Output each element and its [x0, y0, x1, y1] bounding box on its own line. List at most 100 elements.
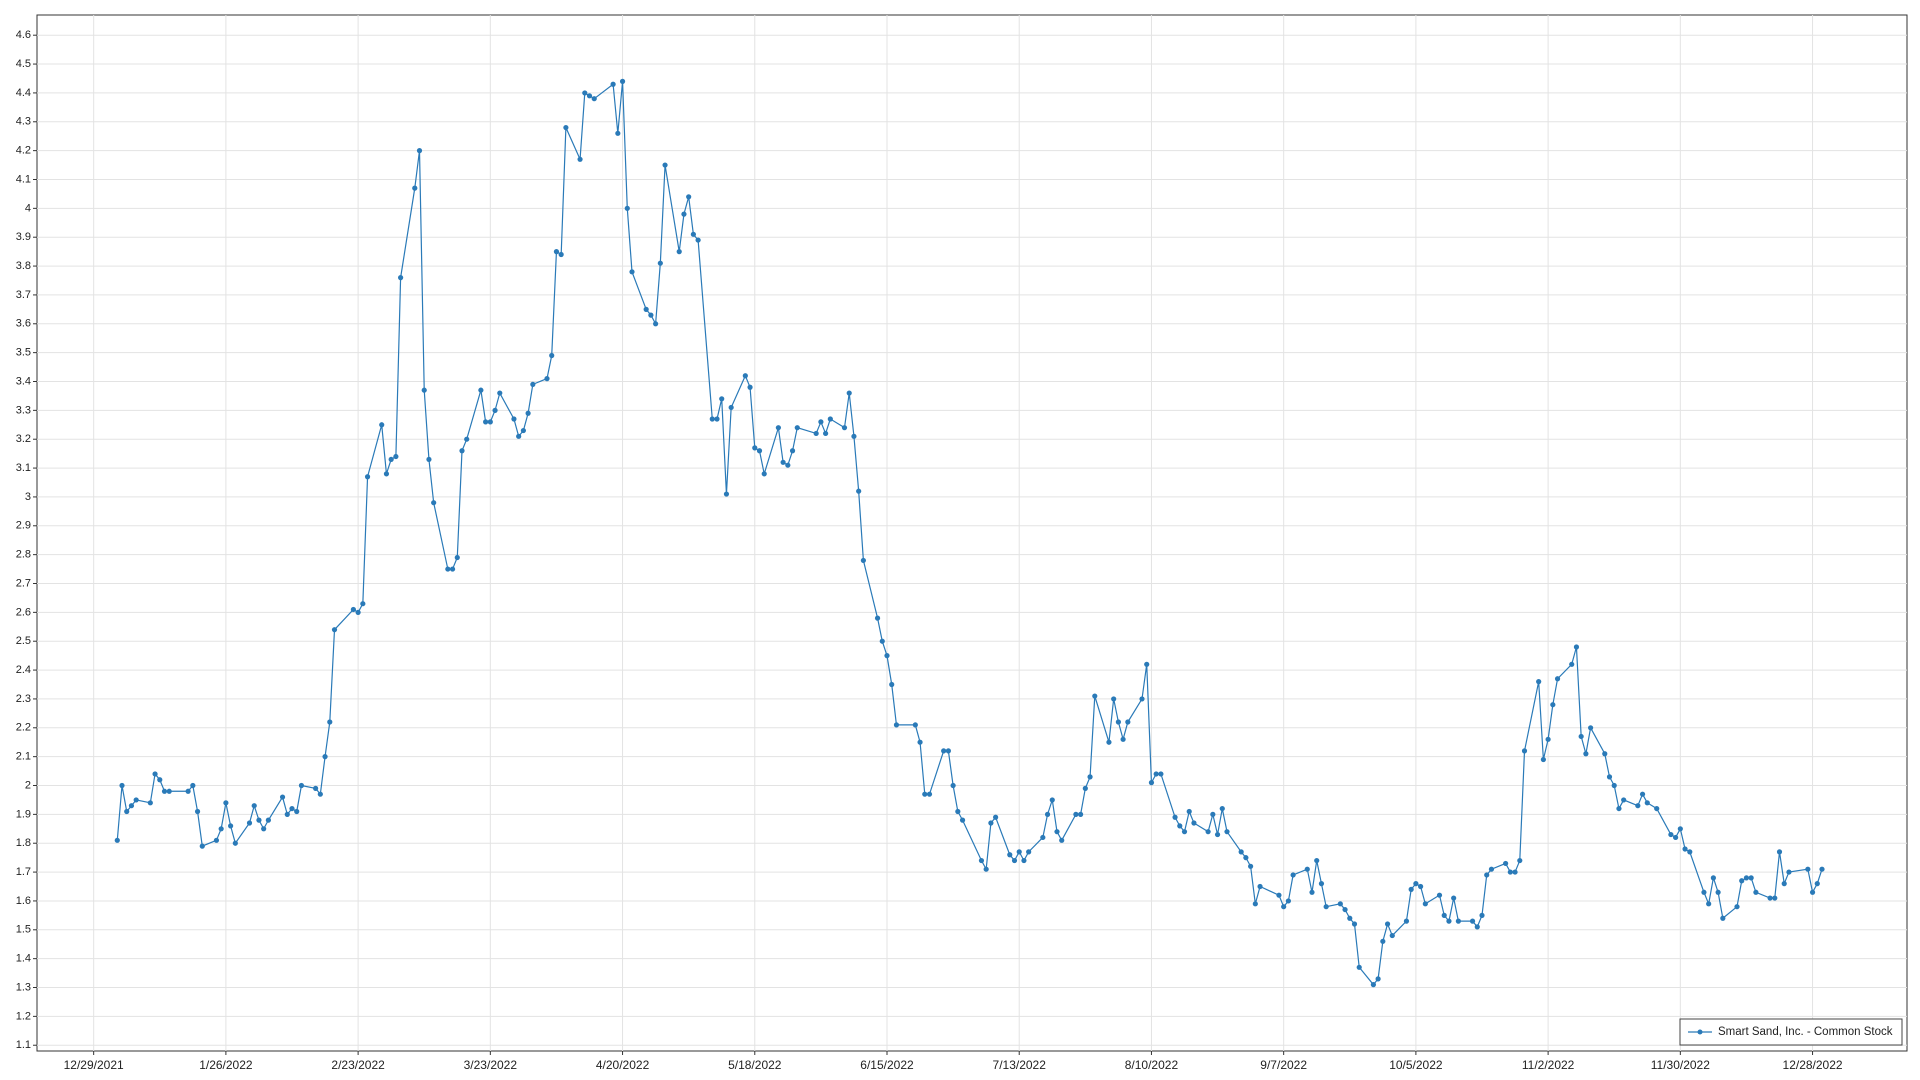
- data-point: [393, 453, 399, 460]
- data-point: [1743, 875, 1750, 881]
- data-point: [114, 837, 120, 843]
- y-tick-label: 3.9: [16, 231, 31, 243]
- data-point: [1370, 982, 1376, 988]
- data-point: [265, 817, 271, 823]
- data-point: [459, 448, 465, 454]
- data-point: [1687, 849, 1693, 855]
- x-tick-label: 3/23/2022: [464, 1058, 518, 1072]
- data-point: [1474, 924, 1480, 930]
- data-point: [1276, 892, 1282, 898]
- data-point: [1044, 811, 1051, 817]
- data-point: [1073, 811, 1079, 817]
- data-point: [813, 430, 819, 437]
- y-tick-label: 3: [25, 491, 31, 503]
- data-point: [416, 148, 423, 154]
- data-point: [681, 211, 687, 217]
- y-tick-label: 3.3: [16, 404, 31, 416]
- y-tick-label: 3.7: [16, 289, 31, 301]
- data-point: [662, 162, 668, 168]
- data-point: [445, 566, 451, 572]
- data-point: [1772, 895, 1778, 901]
- data-point: [1011, 857, 1018, 864]
- data-point: [1677, 826, 1683, 832]
- data-point: [190, 782, 196, 789]
- data-point: [1186, 808, 1192, 815]
- data-point: [1720, 915, 1726, 921]
- data-point: [955, 808, 961, 815]
- data-point: [1706, 901, 1712, 907]
- data-point: [1616, 805, 1622, 812]
- y-tick-label: 2.6: [16, 606, 31, 618]
- data-point: [1144, 661, 1150, 667]
- y-tick-label: 4.1: [16, 173, 31, 185]
- data-point: [563, 124, 569, 131]
- x-tick-label: 12/29/2021: [64, 1058, 124, 1072]
- data-point: [256, 817, 262, 823]
- data-point: [1172, 814, 1178, 820]
- data-point: [695, 237, 701, 243]
- y-tick-label: 2.4: [16, 664, 31, 676]
- data-point: [1436, 892, 1443, 898]
- data-point: [1413, 881, 1419, 887]
- data-point: [582, 90, 588, 96]
- data-point: [128, 803, 135, 809]
- data-point: [1356, 964, 1362, 970]
- data-point: [511, 416, 517, 422]
- data: [114, 78, 1825, 988]
- data-point: [1809, 889, 1816, 895]
- data-point: [1573, 644, 1580, 650]
- data-point: [780, 459, 786, 465]
- data-point: [912, 722, 918, 728]
- data-point: [846, 390, 852, 396]
- x-tick-label: 2/23/2022: [331, 1058, 385, 1072]
- y-tick-label: 2.8: [16, 549, 31, 561]
- data-point: [124, 808, 130, 815]
- data-point: [388, 456, 394, 463]
- data-point: [1181, 829, 1188, 835]
- data-point: [577, 156, 583, 162]
- y-tick-label: 1.6: [16, 895, 31, 907]
- y-tick-label: 3.8: [16, 260, 31, 272]
- data-point: [294, 808, 300, 815]
- x-tick-label: 6/15/2022: [860, 1058, 914, 1072]
- data-point: [1503, 860, 1509, 867]
- data-point: [1219, 805, 1225, 812]
- data-point: [1158, 771, 1164, 777]
- data-point: [431, 500, 437, 506]
- data-point: [1748, 875, 1754, 881]
- y-tick-label: 3.4: [16, 375, 31, 387]
- data-point: [775, 425, 781, 431]
- data-point: [1082, 785, 1088, 791]
- data-point: [686, 194, 692, 200]
- data-point: [412, 185, 418, 191]
- data-point: [147, 800, 153, 806]
- data-point: [1092, 693, 1098, 699]
- y-tick-label: 1.3: [16, 981, 31, 993]
- data-point: [1238, 849, 1244, 855]
- data-point: [525, 410, 531, 416]
- data-point: [1786, 869, 1792, 875]
- data-point: [1418, 883, 1424, 890]
- data-point: [959, 817, 966, 823]
- x-tick-label: 7/13/2022: [993, 1058, 1047, 1072]
- data-point: [516, 433, 522, 439]
- data-point: [1673, 834, 1679, 841]
- data-point: [1753, 889, 1759, 895]
- data-point: [1739, 878, 1745, 884]
- data-point: [922, 791, 928, 797]
- y-tick-label: 2.2: [16, 722, 31, 734]
- data-point: [1606, 774, 1613, 780]
- data-point: [615, 130, 621, 136]
- data-point: [331, 627, 338, 633]
- data-point: [742, 373, 748, 379]
- data-point: [752, 445, 758, 451]
- data-point: [454, 554, 460, 561]
- data-point: [1078, 811, 1084, 817]
- data-point: [794, 425, 800, 431]
- legend-marker: [1697, 1029, 1703, 1035]
- data-point: [586, 93, 593, 99]
- data-point: [1611, 782, 1617, 789]
- data-point: [785, 462, 791, 468]
- data-point: [350, 606, 356, 613]
- data-point: [1715, 889, 1721, 895]
